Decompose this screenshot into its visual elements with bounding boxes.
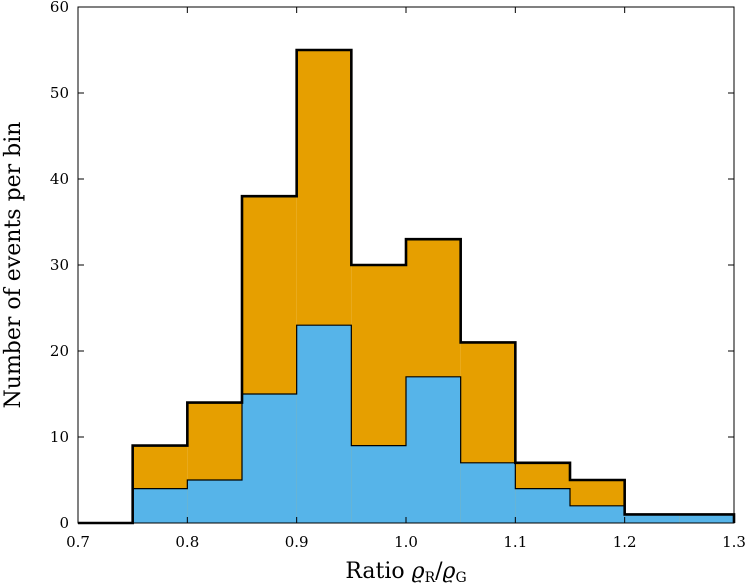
plot-frame bbox=[77, 6, 735, 524]
x-axis-label: Ratio ϱR/ϱG bbox=[345, 559, 466, 586]
x-tick-label-0: 0.7 bbox=[66, 533, 90, 551]
bar-s1-b0 bbox=[132, 488, 188, 523]
bar-s1-b10 bbox=[679, 514, 734, 523]
x-axis-label-sub2: G bbox=[455, 570, 466, 586]
y-axis-label: Number of events per bin bbox=[1, 122, 26, 409]
x-axis-label-prefix: Ratio bbox=[345, 559, 411, 584]
x-axis-label-symbol1: ϱ bbox=[412, 559, 425, 584]
series-1-outline bbox=[78, 324, 735, 524]
x-tick-label-6: 1.3 bbox=[722, 533, 746, 551]
x-tick-label-4: 1.1 bbox=[503, 533, 527, 551]
x-tick-labels: 0.7 0.8 0.9 1.0 1.1 1.2 1.3 bbox=[66, 533, 746, 551]
bar-s1-b8 bbox=[570, 505, 625, 523]
bar-s1-b1 bbox=[187, 480, 242, 523]
y-tick-label-3: 30 bbox=[50, 256, 69, 274]
bar-s1-b3 bbox=[296, 325, 352, 523]
y-tick-label-2: 20 bbox=[50, 342, 69, 360]
bar-s1-b4 bbox=[351, 445, 406, 523]
x-axis-label-slash: / bbox=[435, 559, 443, 584]
x-tick-label-1: 0.8 bbox=[175, 533, 199, 551]
y-tick-label-0: 0 bbox=[59, 514, 69, 532]
plot-area bbox=[77, 6, 736, 525]
x-tick-label-2: 0.9 bbox=[285, 533, 309, 551]
bar-s1-b7 bbox=[515, 488, 570, 523]
x-tick-label-5: 1.2 bbox=[613, 533, 637, 551]
y-tick-label-6: 60 bbox=[50, 0, 69, 16]
series-1-bars bbox=[132, 325, 734, 523]
bar-s1-b2 bbox=[242, 394, 297, 523]
series-0-outline bbox=[78, 48, 736, 525]
y-tick-labels: 0 10 20 30 40 50 60 bbox=[50, 0, 69, 532]
bar-s1-b6 bbox=[460, 462, 516, 523]
x-tick-label-3: 1.0 bbox=[394, 533, 418, 551]
bars-layer bbox=[78, 48, 736, 525]
y-tick-label-4: 40 bbox=[50, 170, 69, 188]
x-axis-label-sub1: R bbox=[425, 570, 436, 586]
y-tick-label-5: 50 bbox=[50, 84, 69, 102]
x-axis-label-symbol2: ϱ bbox=[443, 559, 456, 584]
bar-s1-b9 bbox=[624, 514, 680, 523]
y-tick-label-1: 10 bbox=[50, 428, 69, 446]
bar-s1-b5 bbox=[406, 376, 461, 523]
